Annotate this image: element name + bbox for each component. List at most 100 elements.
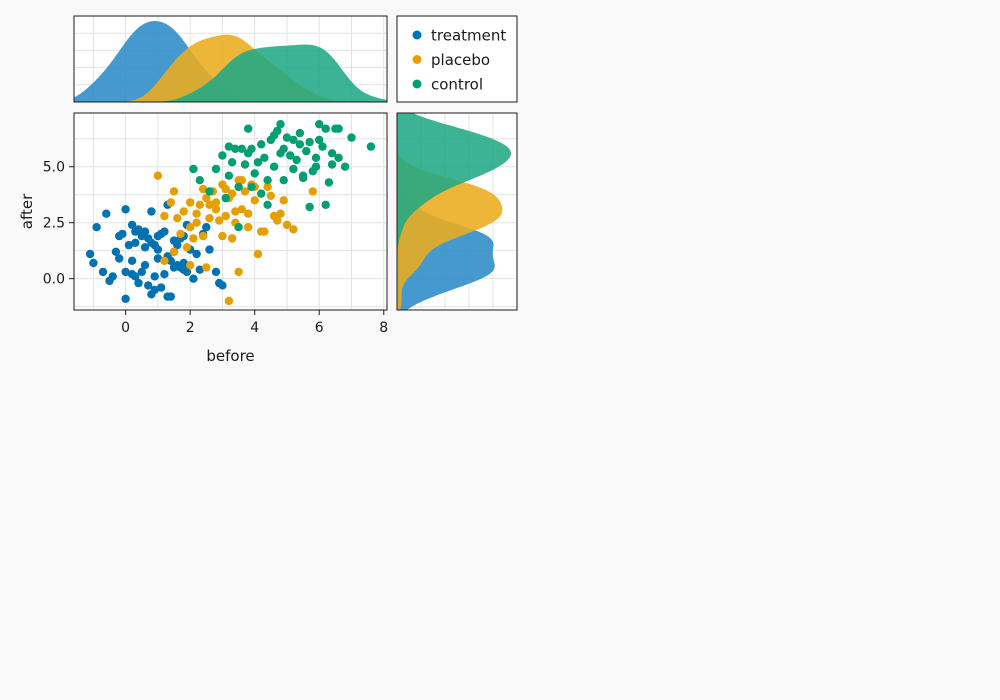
- control-point: [224, 171, 234, 180]
- control-point: [315, 120, 324, 129]
- treatment-point: [192, 249, 201, 259]
- x-axis: 0 2 4 6 8: [121, 310, 388, 336]
- treatment-point: [124, 240, 134, 250]
- placebo-point: [179, 207, 188, 216]
- treatment-point: [127, 220, 137, 230]
- control-point: [327, 160, 337, 169]
- treatment-point: [134, 225, 143, 234]
- control-point: [269, 162, 279, 171]
- control-point: [366, 142, 376, 151]
- control-point: [227, 158, 237, 167]
- placebo-point: [227, 189, 237, 198]
- x-tick-label: 0: [121, 320, 130, 336]
- control-point: [289, 135, 298, 145]
- placebo-point: [198, 184, 208, 194]
- placebo-point: [186, 198, 195, 207]
- legend-label-control: control: [431, 76, 483, 94]
- treatment-point: [147, 207, 156, 216]
- control-point: [295, 140, 305, 149]
- control-point: [347, 133, 356, 142]
- legend-marker-treatment: [412, 30, 422, 40]
- control-right-density: [397, 113, 511, 310]
- treatment-point: [121, 267, 130, 277]
- control-point: [318, 142, 327, 151]
- legend-label-treatment: treatment: [431, 27, 506, 45]
- placebo-point: [218, 231, 227, 241]
- treatment-point: [92, 223, 101, 232]
- treatment-point: [85, 249, 95, 259]
- placebo-point: [279, 196, 288, 205]
- treatment-point: [160, 227, 169, 236]
- treatment-point: [153, 245, 163, 254]
- control-point: [327, 149, 337, 158]
- placebo-point: [176, 229, 185, 239]
- treatment-point: [121, 294, 130, 303]
- treatment-point: [166, 292, 175, 301]
- treatment-point: [205, 245, 214, 254]
- y-tick-label: 5.0: [43, 160, 65, 176]
- placebo-point: [202, 263, 211, 272]
- control-point: [237, 144, 246, 153]
- control-point: [292, 155, 301, 165]
- placebo-point: [160, 211, 169, 221]
- treatment-point: [144, 281, 153, 290]
- control-point: [334, 124, 343, 133]
- x-axis-label: before: [206, 347, 254, 365]
- treatment-point: [179, 258, 188, 268]
- treatment-point: [179, 265, 188, 274]
- control-point: [234, 182, 243, 192]
- placebo-point: [205, 214, 214, 223]
- treatment-point: [218, 281, 227, 290]
- control-point: [321, 200, 330, 209]
- control-point: [305, 202, 314, 212]
- legend-label-placebo: placebo: [431, 51, 490, 69]
- treatment-point: [140, 243, 150, 252]
- placebo-point: [205, 200, 214, 209]
- placebo-point: [266, 191, 275, 200]
- treatment-point: [131, 238, 140, 247]
- placebo-point: [263, 182, 272, 192]
- control-point: [298, 173, 308, 183]
- treatment-point: [156, 283, 166, 292]
- placebo-point: [273, 216, 282, 225]
- top-density-areas: [74, 21, 387, 103]
- top-density-border: [73, 15, 388, 103]
- treatment-point: [137, 267, 146, 277]
- treatment-point: [121, 205, 130, 214]
- placebo-point: [202, 193, 211, 203]
- placebo-point: [282, 220, 292, 230]
- control-point: [205, 187, 214, 196]
- control-point: [295, 128, 305, 138]
- x-tick-label: 4: [250, 320, 259, 336]
- control-point: [279, 144, 288, 153]
- control-point: [263, 200, 272, 209]
- placebo-point: [237, 205, 246, 214]
- treatment-point: [115, 254, 124, 263]
- control-point: [224, 142, 234, 151]
- control-top-density: [74, 44, 387, 102]
- series-treatment: [85, 200, 227, 303]
- treatment-point: [150, 285, 159, 295]
- control-point: [231, 144, 240, 153]
- placebo-point: [186, 261, 195, 270]
- control-point: [273, 126, 282, 136]
- control-point: [240, 160, 250, 169]
- placebo-point: [231, 207, 240, 216]
- legend-marker-control: [412, 79, 422, 89]
- placebo-point: [244, 209, 253, 218]
- control-point: [286, 151, 295, 160]
- control-point: [195, 176, 204, 185]
- placebo-point: [195, 200, 204, 209]
- control-point: [260, 153, 269, 162]
- treatment-point: [98, 267, 108, 277]
- control-point: [282, 133, 292, 142]
- treatment-point: [202, 223, 211, 232]
- control-point: [334, 153, 343, 162]
- placebo-point: [237, 176, 246, 185]
- placebo-point: [240, 187, 250, 196]
- placebo-point: [166, 198, 175, 207]
- scatter-border: [73, 112, 388, 311]
- treatment-point: [153, 254, 163, 263]
- control-point: [324, 178, 334, 187]
